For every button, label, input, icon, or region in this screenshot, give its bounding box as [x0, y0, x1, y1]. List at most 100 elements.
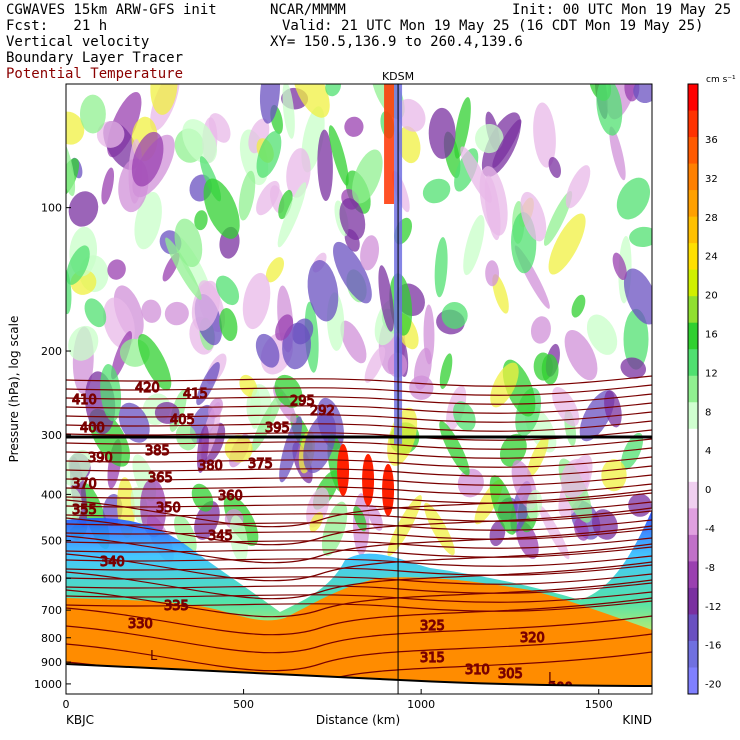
theta-contour-label: 360	[218, 489, 243, 504]
theta-contour-label: 385	[145, 444, 170, 459]
vertical-velocity-cell	[306, 487, 330, 528]
vertical-velocity-cell	[275, 314, 294, 341]
colorbar-swatch	[688, 137, 698, 165]
vertical-velocity-cell	[84, 298, 107, 328]
vertical-velocity-cell	[378, 265, 395, 332]
updraft-cell	[362, 454, 375, 506]
init-time: Init: 00 UTC Mon 19 May 25	[512, 2, 732, 18]
theta-contour	[66, 492, 652, 504]
vertical-velocity-cell	[307, 260, 339, 322]
x-tick-label: 1500	[585, 698, 613, 711]
vertical-velocity-cell	[530, 316, 551, 344]
vertical-velocity-cell	[616, 177, 651, 220]
vertical-velocity-cell	[434, 237, 448, 298]
vertical-velocity-cell	[203, 178, 240, 239]
theta-contour	[66, 483, 652, 495]
vertical-velocity-cell	[596, 84, 623, 136]
colorbar-label: 36	[705, 135, 718, 146]
theta-contour	[66, 546, 652, 558]
theta-contour	[66, 465, 652, 477]
theta-contour	[66, 438, 652, 450]
theta-contour-label: 365	[148, 471, 173, 486]
vertical-velocity-cell	[463, 214, 485, 276]
vertical-velocity-cell	[492, 274, 509, 314]
vertical-velocity-cell	[344, 116, 364, 137]
vertical-velocity-cell	[256, 130, 282, 178]
vertical-velocity-cell	[219, 308, 238, 342]
theta-contour-label: 330	[128, 617, 153, 632]
colorbar-swatch	[688, 375, 698, 403]
colorbar-label: 12	[705, 368, 718, 379]
terrain-label-low: L	[150, 649, 158, 664]
theta-contour-label: 410	[72, 393, 97, 408]
y-tick-label: 100	[41, 202, 62, 215]
theta-contour-label: 305	[498, 667, 523, 682]
vertical-velocity-cell	[182, 119, 218, 164]
theta-contour	[66, 564, 652, 576]
vertical-velocity-cell	[100, 364, 122, 422]
x-tick-label: 0	[63, 698, 70, 711]
vertical-velocity-cell	[628, 493, 652, 517]
theta-contour	[66, 579, 652, 618]
vertical-velocity-cell	[621, 432, 644, 470]
vertical-velocity-cell	[352, 149, 383, 204]
colorbar-swatch	[688, 481, 698, 509]
vertical-velocity-cell	[453, 401, 476, 432]
vertical-velocity-cell	[303, 412, 337, 474]
colorbar-swatch	[688, 508, 698, 536]
colorbar-label: 28	[705, 213, 718, 224]
vertical-velocity-cell	[541, 354, 559, 385]
vertical-velocity-cell	[274, 374, 303, 408]
y-tick-label: 200	[41, 345, 62, 358]
colorbar-label: 20	[705, 291, 718, 302]
vertical-velocity-cell	[265, 257, 285, 283]
vertical-velocity-cell	[259, 84, 281, 124]
x-tick-label: 1000	[407, 698, 435, 711]
theta-contour-label: 395	[265, 421, 290, 436]
vertical-velocity-cell	[242, 272, 271, 330]
theta-contour-label: 420	[135, 381, 160, 396]
xy-endpoints: XY= 150.5,136.9 to 260.4,139.6	[270, 34, 523, 50]
vertical-velocity-cell	[485, 260, 500, 287]
colorbar-swatch	[688, 534, 698, 562]
vertical-velocity-cell	[317, 129, 333, 201]
vertical-velocity-cell	[565, 165, 591, 209]
vertical-velocity-cell	[492, 119, 522, 168]
colorbar-swatch	[688, 614, 698, 642]
right-endpoint-label: KIND	[622, 713, 652, 727]
vertical-velocity-cell	[165, 237, 202, 300]
theta-contour-label: 325	[420, 619, 445, 634]
colorbar-swatch	[688, 402, 698, 430]
theta-contour	[66, 615, 652, 654]
vertical-velocity-cell	[215, 275, 240, 306]
theta-contour	[66, 573, 652, 585]
left-endpoint-label: KBJC	[66, 713, 94, 727]
vertical-velocity-cell	[629, 226, 652, 248]
forecast-hour: Fcst: 21 h	[6, 18, 108, 34]
vertical-velocity-cell	[360, 235, 380, 271]
theta-contour	[66, 519, 652, 531]
vertical-velocity-cell	[560, 458, 590, 498]
vertical-velocity-cell	[396, 98, 426, 132]
vertical-velocity-cell	[340, 320, 367, 364]
vertical-velocity-cell	[612, 252, 627, 281]
y-axis: 100 200 300 400 500 600 700 800 900 1000	[34, 202, 71, 691]
vertical-velocity-cell	[118, 402, 150, 443]
vertical-velocity-cell	[309, 511, 324, 532]
vertical-velocity-cell	[131, 131, 164, 187]
colorbar-swatch	[688, 428, 698, 456]
plot-area: 420 415 410 405 400 395 390 385 380 375 370 365 360 3…	[66, 84, 652, 694]
model-title: CGWAVES 15km ARW-GFS init	[6, 2, 217, 18]
vertical-velocity-cell	[604, 390, 622, 428]
updraft-cell	[337, 444, 350, 496]
colorbar-label: 16	[705, 330, 718, 341]
vertical-velocity-cell	[548, 213, 586, 275]
theta-contour	[66, 474, 652, 486]
vertical-velocity-cell	[292, 84, 330, 118]
vertical-velocity-cell	[586, 314, 618, 355]
theta-contour-label: 355	[72, 503, 97, 518]
terrain-line	[66, 663, 652, 687]
colorbar: 36 32 28 24 20 16 12 8 4 0 -4 -8 -12 -16 -20	[687, 83, 721, 695]
colorbar-swatch	[688, 190, 698, 218]
x-axis-title: Distance (km)	[316, 713, 400, 727]
